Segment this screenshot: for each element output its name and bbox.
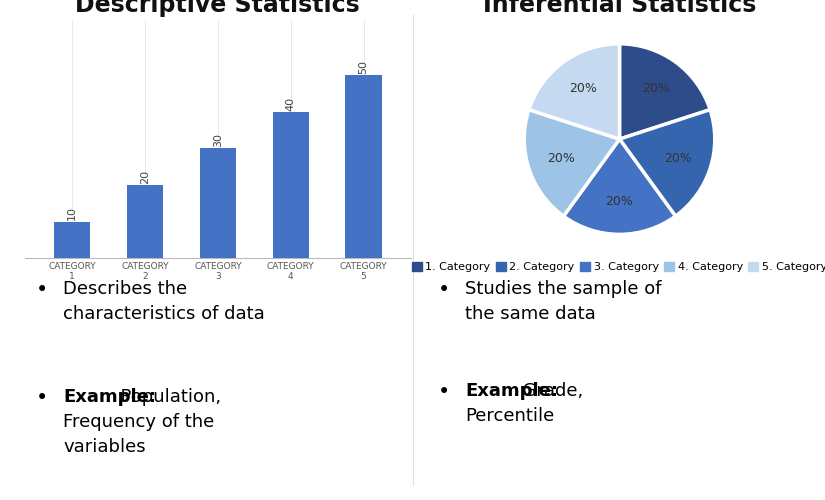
Text: 20%: 20% xyxy=(606,194,634,207)
Bar xyxy=(272,112,309,258)
Text: Grade,
Percentile: Grade, Percentile xyxy=(465,382,583,424)
Text: •: • xyxy=(36,280,49,300)
Text: 20: 20 xyxy=(140,170,150,184)
Title: Inferential Statistics: Inferential Statistics xyxy=(483,0,757,16)
Text: •: • xyxy=(438,280,450,300)
Wedge shape xyxy=(620,110,714,216)
Text: Population,
Frequency of the
variables: Population, Frequency of the variables xyxy=(64,388,221,456)
Text: 50: 50 xyxy=(359,60,369,74)
Text: 20%: 20% xyxy=(569,82,597,96)
Text: 30: 30 xyxy=(213,133,223,147)
Text: 20%: 20% xyxy=(664,152,692,164)
Wedge shape xyxy=(529,44,620,139)
Text: •: • xyxy=(438,382,450,402)
Text: 20%: 20% xyxy=(547,152,574,164)
Text: 40: 40 xyxy=(285,96,295,110)
Wedge shape xyxy=(563,139,676,234)
Bar xyxy=(54,222,90,258)
Text: 10: 10 xyxy=(67,206,77,220)
Title: Descriptive Statistics: Descriptive Statistics xyxy=(75,0,361,16)
Wedge shape xyxy=(620,44,710,139)
Text: Studies the sample of
the same data: Studies the sample of the same data xyxy=(465,280,662,324)
Text: 20%: 20% xyxy=(642,82,670,96)
Text: Example:: Example: xyxy=(64,388,157,406)
Text: Example:: Example: xyxy=(465,382,558,400)
Text: Describes the
characteristics of data: Describes the characteristics of data xyxy=(64,280,265,324)
Wedge shape xyxy=(524,110,620,216)
Legend: 1. Category, 2. Category, 3. Category, 4. Category, 5. Category: 1. Category, 2. Category, 3. Category, 4… xyxy=(408,257,825,276)
Bar xyxy=(127,185,163,258)
Text: •: • xyxy=(36,388,49,408)
Bar xyxy=(200,148,236,258)
Bar xyxy=(346,75,382,258)
